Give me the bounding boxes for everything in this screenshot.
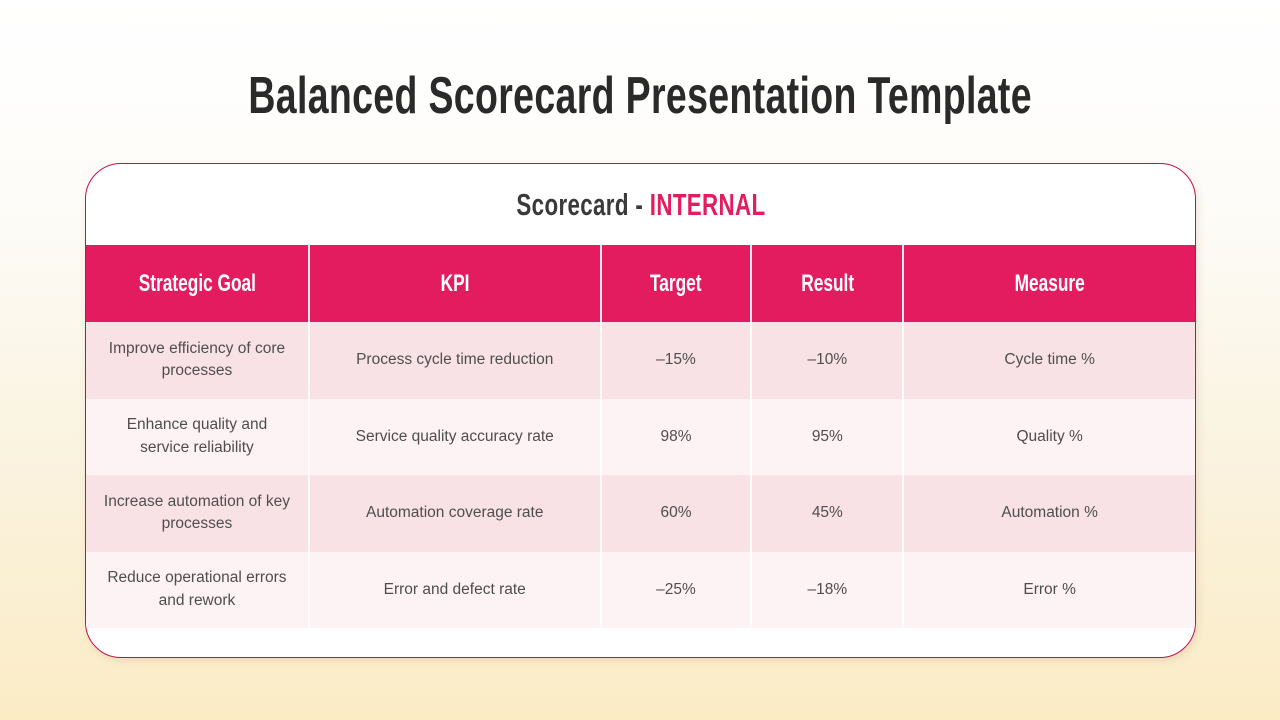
table-row: Enhance quality and service reliability … — [86, 398, 1195, 475]
scorecard-table: Strategic Goal KPI Target Result Measure… — [86, 245, 1195, 628]
cell-target: 60% — [599, 475, 752, 552]
cell-target: –25% — [599, 551, 752, 628]
card-subtitle-prefix: Scorecard - — [515, 186, 650, 222]
header-measure: Measure — [902, 245, 1195, 322]
page-title-text: Balanced Scorecard Presentation Template — [248, 67, 1032, 125]
table-row: Reduce operational errors and rework Err… — [86, 551, 1195, 628]
scorecard-card: Scorecard - INTERNAL Strategic Goal KPI … — [85, 163, 1196, 658]
card-subtitle: Scorecard - INTERNAL — [86, 164, 1195, 245]
cell-kpi: Error and defect rate — [307, 551, 601, 628]
cell-measure: Error % — [902, 551, 1195, 628]
cell-target: 98% — [599, 398, 752, 475]
card-subtitle-highlight: INTERNAL — [649, 186, 766, 222]
cell-goal: Reduce operational errors and rework — [86, 551, 309, 628]
cell-goal: Increase automation of key processes — [86, 475, 309, 552]
header-strategic-goal: Strategic Goal — [86, 245, 309, 322]
cell-target: –15% — [599, 322, 752, 399]
cell-result: –10% — [750, 322, 904, 399]
cell-result: 95% — [750, 398, 904, 475]
page-title: Balanced Scorecard Presentation Template — [0, 66, 1280, 126]
header-target: Target — [599, 245, 752, 322]
table-row: Improve efficiency of core processes Pro… — [86, 322, 1195, 399]
cell-measure: Automation % — [902, 475, 1195, 552]
cell-kpi: Service quality accuracy rate — [307, 398, 601, 475]
cell-goal: Improve efficiency of core processes — [86, 322, 309, 399]
header-result: Result — [750, 245, 904, 322]
cell-kpi: Process cycle time reduction — [307, 322, 601, 399]
table-header-row: Strategic Goal KPI Target Result Measure — [86, 245, 1195, 322]
cell-goal: Enhance quality and service reliability — [86, 398, 309, 475]
header-kpi: KPI — [307, 245, 601, 322]
cell-result: –18% — [750, 551, 904, 628]
cell-measure: Quality % — [902, 398, 1195, 475]
cell-kpi: Automation coverage rate — [307, 475, 601, 552]
cell-measure: Cycle time % — [902, 322, 1195, 399]
card-subtitle-text: Scorecard - INTERNAL — [516, 187, 765, 223]
cell-result: 45% — [750, 475, 904, 552]
table-row: Increase automation of key processes Aut… — [86, 475, 1195, 552]
